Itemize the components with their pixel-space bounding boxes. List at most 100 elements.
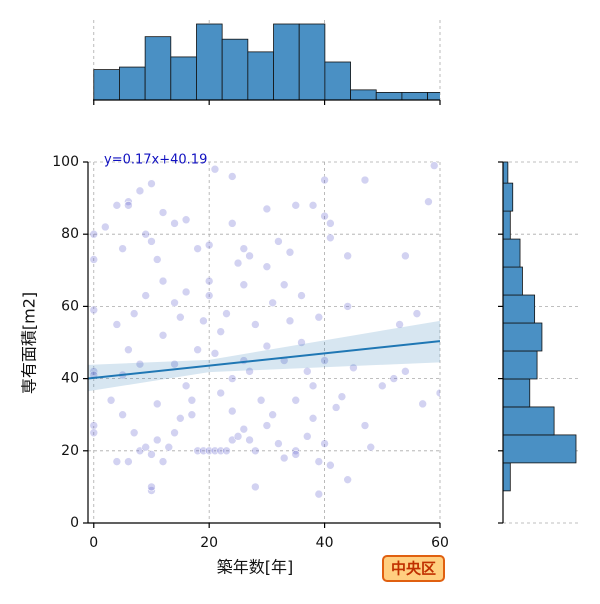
point xyxy=(147,179,156,188)
point xyxy=(152,435,162,445)
point xyxy=(199,316,208,326)
histogram-bar xyxy=(502,406,555,436)
histogram-bar xyxy=(401,92,428,101)
point xyxy=(158,457,168,466)
y-tick-label: 80 xyxy=(61,226,79,242)
point xyxy=(204,276,214,286)
point xyxy=(124,345,133,355)
point xyxy=(291,450,301,459)
histogram-bar xyxy=(502,210,511,240)
histogram-bar xyxy=(375,92,403,101)
point xyxy=(176,312,185,322)
point xyxy=(251,446,260,456)
top-histogram xyxy=(93,23,440,101)
point xyxy=(135,186,145,196)
point xyxy=(222,446,231,456)
point xyxy=(360,421,370,430)
right-histogram xyxy=(502,161,577,492)
point xyxy=(170,428,179,438)
histogram-bar xyxy=(196,23,223,101)
point xyxy=(233,432,243,441)
point xyxy=(112,457,122,466)
point xyxy=(412,309,422,318)
histogram-bar xyxy=(221,38,249,101)
point xyxy=(308,381,318,391)
point xyxy=(239,424,249,434)
point xyxy=(193,345,202,355)
point xyxy=(245,251,254,261)
point xyxy=(274,439,283,448)
point xyxy=(89,229,99,239)
point xyxy=(216,388,226,398)
x-tick-label: 20 xyxy=(200,535,218,551)
point xyxy=(89,421,99,430)
point xyxy=(152,399,162,409)
point xyxy=(187,410,197,420)
point xyxy=(326,460,335,470)
point xyxy=(193,244,202,253)
point xyxy=(187,395,197,405)
point xyxy=(285,247,295,257)
point xyxy=(308,414,318,423)
point xyxy=(429,162,439,170)
point xyxy=(124,457,133,466)
y-tick-label: 40 xyxy=(61,371,79,387)
point xyxy=(112,201,122,210)
y-tick-label: 0 xyxy=(70,515,79,531)
point xyxy=(152,255,162,264)
point xyxy=(124,197,133,207)
histogram-bar xyxy=(502,434,577,464)
point xyxy=(181,287,191,297)
point xyxy=(170,219,179,228)
point xyxy=(227,172,237,181)
point xyxy=(320,211,329,221)
badge-box xyxy=(382,555,445,582)
point xyxy=(349,363,358,373)
point xyxy=(227,219,237,228)
point xyxy=(158,330,168,340)
point xyxy=(158,276,168,286)
point xyxy=(320,175,329,185)
point xyxy=(210,164,220,174)
histogram-bar xyxy=(502,238,521,268)
histogram-bar xyxy=(502,182,514,212)
histogram-bar xyxy=(350,89,377,101)
histogram-bar xyxy=(144,36,172,101)
point xyxy=(147,237,156,246)
point xyxy=(395,320,404,329)
point xyxy=(118,410,127,420)
regression-line xyxy=(88,340,440,380)
point xyxy=(268,298,277,308)
point xyxy=(141,291,151,300)
point xyxy=(326,219,335,228)
point xyxy=(285,316,295,326)
point xyxy=(204,291,214,300)
badge: 中央区 xyxy=(391,560,436,578)
regression-label: y=0.17x+40.19 xyxy=(104,153,207,168)
point xyxy=(297,338,306,347)
histogram-bar xyxy=(273,23,300,101)
point xyxy=(314,489,324,499)
point xyxy=(320,439,329,448)
point xyxy=(89,428,99,438)
point xyxy=(227,374,237,383)
point xyxy=(106,395,116,405)
point xyxy=(210,349,220,358)
point xyxy=(141,229,151,239)
point xyxy=(366,442,376,452)
y-tick-label: 20 xyxy=(61,443,79,459)
point xyxy=(262,262,272,271)
point xyxy=(164,442,174,452)
histogram-bar xyxy=(247,51,274,101)
point xyxy=(343,475,352,484)
point xyxy=(112,320,122,329)
point xyxy=(239,244,249,253)
point xyxy=(135,359,145,369)
point xyxy=(424,197,433,207)
point xyxy=(181,215,191,225)
point xyxy=(302,367,312,376)
point xyxy=(251,482,260,492)
histogram-bar xyxy=(324,61,351,101)
point xyxy=(268,410,277,420)
point xyxy=(181,381,191,391)
